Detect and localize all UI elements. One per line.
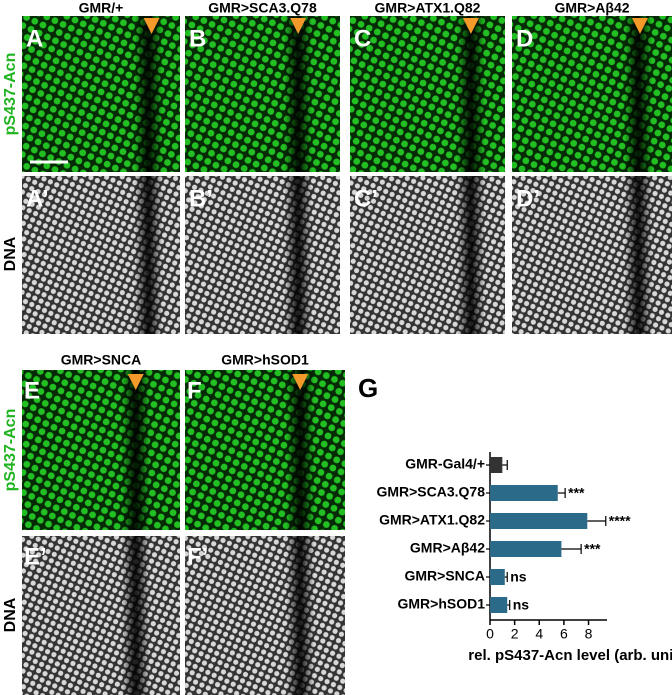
row-label: DNA — [2, 236, 19, 271]
bar — [490, 569, 505, 585]
x-tick-label: 8 — [585, 626, 593, 642]
furrow — [456, 16, 485, 172]
bar — [490, 457, 503, 473]
micrograph — [185, 176, 340, 334]
furrow — [284, 16, 313, 172]
furrow-marker — [127, 374, 144, 390]
panel-letter: E — [24, 377, 40, 404]
x-tick-label: 2 — [511, 626, 519, 642]
row-label: DNA — [2, 597, 19, 632]
panel-letter: D’ — [516, 185, 540, 212]
panel-letter: C’ — [354, 185, 378, 212]
y-tick-label: GMR>hSOD1 — [397, 596, 485, 612]
furrow-marker — [462, 18, 479, 34]
panel-letter: A’ — [26, 185, 49, 212]
bar — [490, 513, 588, 529]
furrow — [624, 16, 653, 172]
furrow — [134, 16, 163, 172]
y-tick-label: GMR-Gal4/+ — [405, 456, 485, 472]
column-header: GMR>SCA3.Q78 — [208, 0, 317, 16]
significance: **** — [609, 513, 631, 529]
panel-letter: F’ — [187, 543, 208, 570]
panel-letter: A — [26, 25, 43, 52]
bar — [490, 485, 558, 501]
column-header: GMR>Aβ42 — [554, 0, 629, 16]
micrograph — [185, 370, 345, 530]
panel-label: G — [358, 373, 378, 403]
x-tick-label: 4 — [535, 626, 543, 642]
y-tick-label: GMR>Aβ42 — [410, 540, 485, 556]
column-header: GMR>ATX1.Q82 — [375, 0, 481, 16]
panel-letter: B — [189, 25, 206, 52]
panel-letter: E’ — [24, 543, 47, 570]
furrow — [624, 176, 653, 334]
column-header: GMR/+ — [79, 0, 124, 16]
furrow-marker — [290, 18, 307, 34]
significance: ns — [513, 597, 530, 613]
furrow — [284, 176, 313, 334]
panel-letter: F — [187, 377, 202, 404]
column-header: GMR>hSOD1 — [221, 352, 309, 368]
micrograph — [185, 16, 340, 172]
row-label: pS437-Acn — [2, 53, 19, 136]
x-tick-label: 0 — [486, 626, 494, 642]
y-tick-label: GMR>ATX1.Q82 — [379, 512, 485, 528]
panel-letter: C — [354, 25, 371, 52]
row-label: pS437-Acn — [2, 409, 19, 492]
panel-letter: D — [516, 25, 533, 52]
furrow-marker — [292, 374, 309, 390]
furrow — [456, 176, 485, 334]
significance: ns — [510, 569, 527, 585]
significance: *** — [584, 541, 601, 557]
x-axis-label: rel. pS437-Acn level (arb. units) — [468, 647, 672, 664]
bar — [490, 541, 562, 557]
furrow — [121, 536, 150, 695]
furrow-marker — [143, 18, 160, 34]
significance: *** — [568, 485, 585, 501]
micrographs — [22, 16, 672, 695]
micrograph — [22, 370, 180, 530]
y-tick-label: GMR>SCA3.Q78 — [376, 484, 485, 500]
micrograph — [185, 536, 345, 695]
spacer — [0, 0, 1, 1]
furrow-marker — [632, 18, 648, 34]
bar — [490, 597, 508, 613]
x-tick-label: 6 — [560, 626, 568, 642]
panel-letter: B’ — [189, 185, 213, 212]
y-tick-label: GMR>SNCA — [404, 568, 485, 584]
furrow — [286, 536, 315, 695]
column-header: GMR>SNCA — [61, 352, 142, 368]
furrow — [286, 370, 315, 530]
furrow — [121, 370, 150, 530]
furrow — [134, 176, 163, 334]
micrograph — [22, 536, 180, 695]
